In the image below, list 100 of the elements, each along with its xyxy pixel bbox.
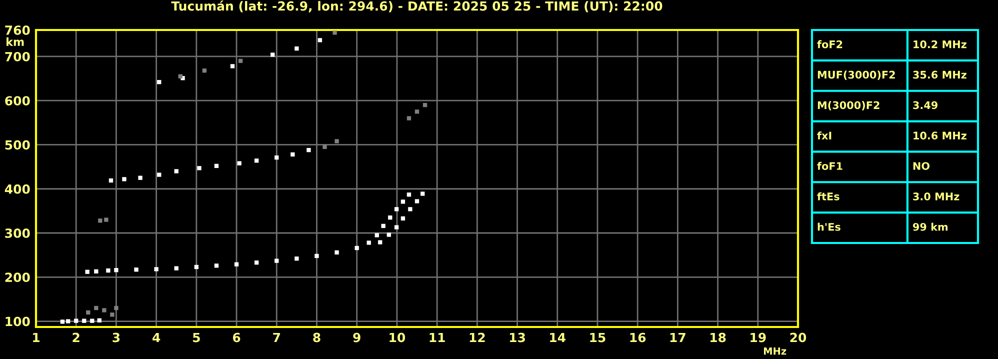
- point: [254, 260, 259, 265]
- point: [332, 30, 337, 35]
- point: [108, 178, 114, 183]
- point: [90, 318, 94, 323]
- point: [110, 312, 114, 317]
- point: [422, 102, 428, 108]
- text: fxI: [817, 131, 832, 140]
- x-tick-label: 5: [193, 332, 200, 342]
- x-tick-label: 18: [710, 332, 726, 342]
- point: [374, 233, 379, 238]
- x-tick-label: 17: [670, 332, 686, 342]
- point: [122, 177, 126, 182]
- y-axis-title: km: [6, 37, 24, 46]
- text: h'Es: [818, 222, 840, 231]
- point: [157, 172, 162, 177]
- point: [174, 266, 178, 270]
- point: [366, 240, 371, 245]
- point: [354, 246, 359, 250]
- point: [194, 264, 199, 270]
- text: 10.6 MHz: [914, 132, 966, 140]
- point: [400, 216, 406, 221]
- text: ftEs: [817, 192, 840, 200]
- x-tick-label: 10: [390, 332, 406, 342]
- x-tick-label: 20: [790, 332, 806, 342]
- point: [334, 250, 339, 255]
- x-tick-label: 16: [630, 332, 646, 342]
- x-tick-label: 15: [590, 332, 606, 342]
- x-tick-label: 3: [112, 332, 120, 342]
- x-axis-title: MHz: [764, 347, 786, 355]
- point: [214, 264, 219, 268]
- x-tick-label: 12: [470, 332, 485, 342]
- point: [154, 267, 158, 272]
- point: [214, 164, 219, 168]
- y-tick-label: 300: [5, 228, 30, 238]
- text: 10.2 MHz: [914, 40, 966, 48]
- point: [314, 254, 319, 258]
- point: [98, 218, 102, 223]
- point: [254, 158, 259, 163]
- point: [381, 224, 386, 228]
- y-tick-label: 200: [5, 272, 30, 282]
- point: [237, 161, 242, 166]
- point: [157, 80, 162, 84]
- x-tick-label: 2: [72, 332, 80, 342]
- text: 3.49: [913, 101, 938, 110]
- point: [274, 258, 279, 263]
- text: M(3000)F2: [818, 101, 880, 110]
- point: [97, 318, 102, 322]
- point: [74, 318, 78, 323]
- point: [104, 218, 108, 222]
- point: [322, 144, 327, 150]
- point: [394, 225, 399, 230]
- text: foF1: [817, 162, 842, 170]
- point: [138, 176, 142, 180]
- y-tick-label: 400: [4, 184, 30, 194]
- point: [234, 262, 239, 266]
- x-tick-label: 9: [353, 332, 360, 342]
- point: [94, 269, 98, 274]
- point: [230, 64, 235, 68]
- y-tick-label: 700: [5, 52, 30, 62]
- point: [414, 110, 420, 114]
- point: [274, 155, 279, 160]
- text: 3.0 MHz: [913, 192, 960, 200]
- x-tick-label: 13: [510, 332, 525, 342]
- point: [294, 46, 299, 51]
- text: 99 km: [912, 222, 948, 231]
- x-tick-label: 4: [152, 332, 160, 342]
- point: [388, 215, 392, 220]
- point: [318, 38, 322, 42]
- x-tick-label: 19: [750, 332, 766, 342]
- point: [394, 207, 399, 212]
- point: [238, 58, 243, 63]
- point: [378, 240, 382, 244]
- text: NO: [913, 162, 930, 170]
- x-tick-label: 6: [232, 332, 240, 342]
- point: [102, 308, 106, 312]
- point: [85, 270, 90, 274]
- x-tick-label: 14: [550, 332, 566, 342]
- x-tick-label: 11: [430, 332, 445, 342]
- point: [406, 116, 412, 120]
- point: [114, 306, 118, 310]
- point: [174, 169, 178, 174]
- y-tick-label: 760: [5, 25, 30, 35]
- point: [420, 192, 425, 196]
- point: [294, 256, 299, 261]
- y-tick-label: 600: [5, 96, 30, 106]
- point: [406, 192, 412, 197]
- y-tick-label: 100: [6, 316, 30, 326]
- x-tick-label: 7: [273, 332, 280, 342]
- text: 35.6 MHz: [913, 70, 966, 79]
- point: [290, 152, 295, 157]
- point: [114, 268, 118, 272]
- y-tick-label: 500: [5, 140, 30, 150]
- point: [134, 268, 138, 272]
- point: [178, 74, 182, 78]
- point: [408, 207, 412, 212]
- point: [386, 232, 392, 237]
- point: [66, 319, 70, 324]
- text: foF2: [817, 40, 842, 48]
- point: [106, 268, 110, 273]
- point: [197, 166, 202, 170]
